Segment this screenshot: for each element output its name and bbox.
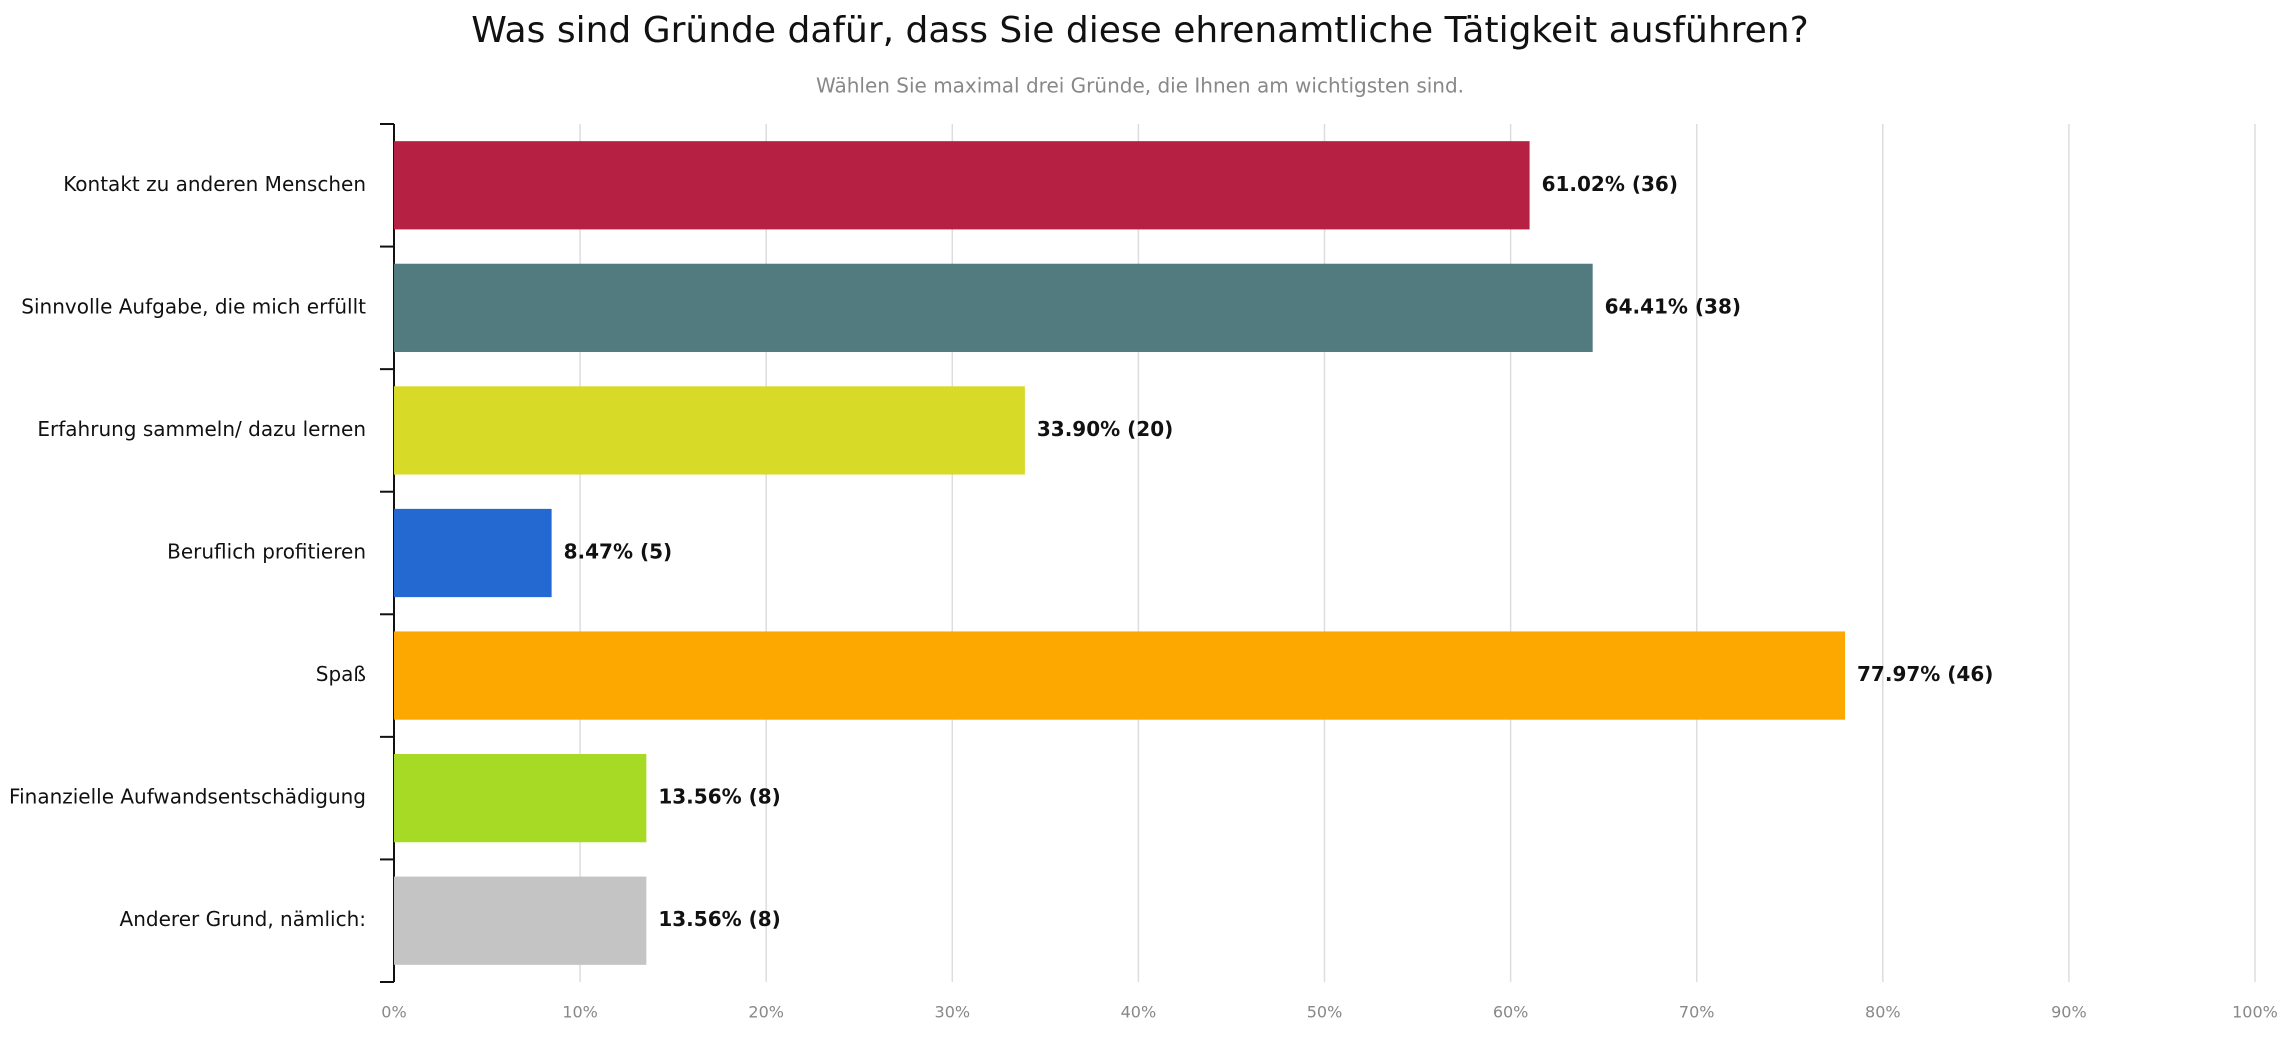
bar: [394, 876, 647, 965]
x-tick-label: 20%: [748, 1003, 784, 1022]
bar: [394, 386, 1025, 475]
bar: [394, 141, 1530, 230]
value-label: 77.97% (46): [1857, 662, 1993, 686]
bar: [394, 754, 647, 843]
value-label: 13.56% (8): [658, 785, 780, 809]
y-tick-label: Sinnvolle Aufgabe, die mich erfüllt: [21, 294, 366, 318]
x-tick-label: 50%: [1307, 1003, 1343, 1022]
y-tick-label: Finanzielle Aufwandsentschädigung: [9, 785, 366, 809]
bar: [394, 263, 1593, 352]
value-label: 64.41% (38): [1605, 294, 1741, 318]
x-tick-label: 0%: [381, 1003, 406, 1022]
x-tick-label: 10%: [562, 1003, 598, 1022]
chart-subtitle: Wählen Sie maximal drei Gründe, die Ihne…: [816, 74, 1464, 98]
x-tick-label: 70%: [1679, 1003, 1715, 1022]
x-tick-label: 60%: [1493, 1003, 1529, 1022]
y-tick-label: Erfahrung sammeln/ dazu lernen: [37, 417, 366, 441]
bar: [394, 508, 552, 598]
x-tick-label: 80%: [1865, 1003, 1901, 1022]
x-tick-label: 30%: [935, 1003, 971, 1022]
value-label: 33.90% (20): [1037, 417, 1173, 441]
value-label: 13.56% (8): [658, 907, 780, 931]
y-tick-label: Beruflich profitieren: [167, 540, 366, 564]
chart-title: Was sind Gründe dafür, dass Sie diese eh…: [471, 10, 1808, 51]
x-tick-label: 40%: [1121, 1003, 1157, 1022]
y-tick-label: Kontakt zu anderen Menschen: [63, 172, 366, 196]
x-tick-label: 90%: [2051, 1003, 2087, 1022]
y-tick-label: Spaß: [316, 662, 366, 686]
value-label: 61.02% (36): [1542, 172, 1678, 196]
bar: [394, 631, 1846, 720]
x-tick-label: 100%: [2232, 1003, 2278, 1022]
value-label: 8.47% (5): [564, 540, 673, 564]
y-tick-label: Anderer Grund, nämlich:: [120, 907, 366, 931]
